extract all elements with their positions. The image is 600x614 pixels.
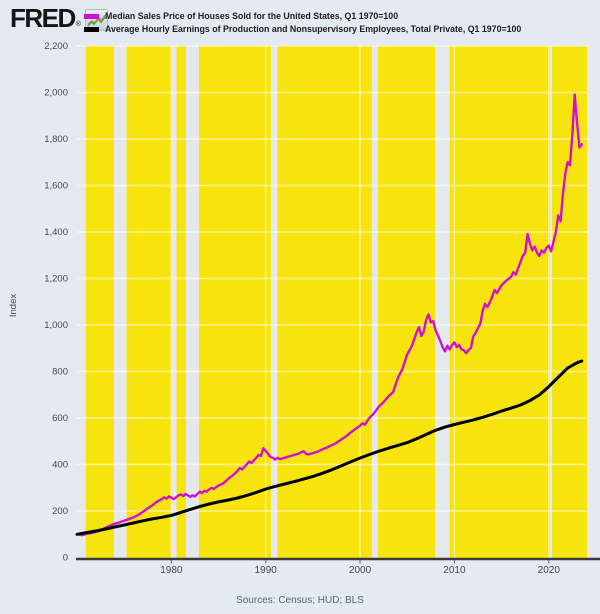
chart-legend: Median Sales Price of Houses Sold for th… <box>84 11 521 37</box>
recession-band <box>171 45 177 559</box>
series-line-1[interactable] <box>75 93 583 537</box>
y-tick-label: 1,400 <box>44 227 68 238</box>
series-line-2[interactable] <box>75 359 584 536</box>
legend-item-hourly-earnings[interactable]: Average Hourly Earnings of Production an… <box>84 24 521 34</box>
series2-color-swatch <box>84 26 99 32</box>
x-tick-label: 2010 <box>443 565 466 576</box>
y-tick-label: 1,600 <box>44 181 68 192</box>
legend-label: Average Hourly Earnings of Production an… <box>105 24 522 34</box>
y-tick-label: 2,200 <box>44 41 68 52</box>
registered-mark: ® <box>75 21 81 28</box>
recession-band <box>77 45 86 559</box>
x-tick-label: 1990 <box>255 565 278 576</box>
fred-logo[interactable]: FRED ® <box>10 3 108 33</box>
y-axis-title: Index <box>8 293 20 318</box>
plot-background <box>77 45 587 559</box>
x-tick-label: 2020 <box>538 565 561 576</box>
y-tick-label: 0 <box>63 553 68 564</box>
x-tick-label: 2000 <box>349 565 372 576</box>
legend-item-median-sales-price[interactable]: Median Sales Price of Houses Sold for th… <box>84 11 521 21</box>
y-tick-label: 400 <box>52 460 68 471</box>
y-tick-label: 800 <box>52 367 68 378</box>
recession-band <box>435 45 450 559</box>
y-tick-label: 2,000 <box>44 88 68 99</box>
sources-caption: Sources: Census; HUD; BLS <box>236 595 364 606</box>
y-tick-label: 1,000 <box>44 320 68 331</box>
recession-band <box>185 45 199 559</box>
fred-logo-text: FRED <box>10 3 76 33</box>
y-tick-label: 1,200 <box>44 274 68 285</box>
y-tick-label: 200 <box>52 506 68 517</box>
x-tick-label: 1980 <box>160 565 183 576</box>
recession-band <box>113 45 127 559</box>
recession-band <box>371 45 378 559</box>
y-tick-label: 1,800 <box>44 134 68 145</box>
series1-color-swatch <box>84 13 99 19</box>
legend-label: Median Sales Price of Houses Sold for th… <box>105 11 399 21</box>
recession-band <box>549 45 553 559</box>
recession-band <box>270 45 278 559</box>
y-tick-label: 600 <box>52 413 68 424</box>
